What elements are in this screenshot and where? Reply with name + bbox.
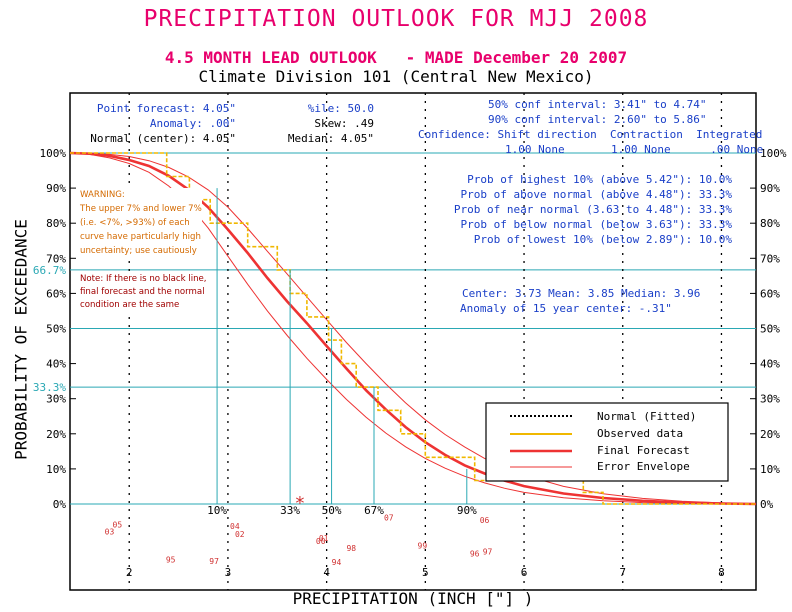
percentile-label: 33%: [280, 504, 300, 517]
x-tick-label: 8: [718, 566, 725, 579]
warning-line: The upper 7% and lower 7%: [80, 204, 202, 214]
prob-lowest-10: Prob of lowest 10% (below 2.89"): 10.0%: [473, 233, 732, 246]
plot-frame: [69, 92, 757, 591]
y-tick-label-right: 60%: [760, 287, 780, 300]
observed-data-line: [70, 152, 756, 505]
y-tick-label: 60%: [46, 287, 66, 300]
year-label: 03: [105, 527, 115, 536]
error-envelope-lower: [69, 152, 757, 505]
year-label: 97: [483, 548, 493, 557]
y-tick-label: 70%: [46, 252, 66, 265]
y-tick-label: 40%: [46, 358, 66, 371]
warning-line: curve have particularly high: [80, 232, 201, 242]
x-tick-label: 4: [323, 566, 330, 579]
note-block: Note: If there is no black line, final f…: [80, 273, 207, 312]
year-label: 94: [332, 558, 342, 567]
x-axis-label: PRECIPITATION (INCH ["] ): [292, 589, 534, 608]
y-tick-label: 90%: [46, 182, 66, 195]
y-tick-label: 100%: [40, 147, 67, 160]
y-tick-label-right: 30%: [760, 393, 780, 406]
error-envelope-upper: [69, 152, 757, 505]
x-tick-label: 7: [619, 566, 626, 579]
y-axis-label: PROBABILITY OF EXCEEDANCE: [11, 219, 31, 460]
conf-interval-90: 90% conf interval: 2.60" to 5.86": [488, 113, 707, 126]
special-y-label: 33.3%: [33, 381, 66, 394]
median: Median: 4.05": [287, 132, 374, 145]
year-label: 04: [230, 522, 240, 531]
percentile: %ile: 50.0: [307, 102, 374, 115]
legend-normal-label: Normal (Fitted): [597, 410, 697, 423]
prob-above-normal: Prob of above normal (above 4.48"): 33.3…: [460, 188, 732, 201]
prob-near-normal: Prob of near normal (3.63 to 4.48"): 33.…: [453, 203, 732, 216]
x-tick-label: 6: [521, 566, 528, 579]
warning-line: uncertainty; use cautiously: [80, 246, 197, 256]
conf-interval-50: 50% conf interval: 3.41" to 4.74": [488, 98, 707, 111]
legend-observed-label: Observed data: [597, 427, 684, 440]
special-y-label: 66.7%: [33, 264, 66, 277]
point-forecast: Point forecast: 4.05": [96, 102, 236, 115]
stats-anomaly: Anomaly of 15 year center: -.31": [460, 302, 672, 315]
confidence-values: 1.00 None 1.00 None .00 None: [505, 143, 764, 156]
year-label: 02: [235, 530, 245, 539]
year-label: 98: [346, 544, 356, 553]
percentile-label: 90%: [457, 504, 477, 517]
stats-center-mean-median: Center: 3.73 Mean: 3.85 Median: 3.96: [462, 287, 701, 300]
y-tick-label-right: 10%: [760, 463, 780, 476]
percentile-label: 67%: [364, 504, 384, 517]
y-tick-label: 20%: [46, 428, 66, 441]
confidence-header: Confidence: Shift direction Contraction …: [418, 128, 763, 141]
year-label: 96: [470, 549, 480, 558]
y-tick-label: 10%: [46, 463, 66, 476]
page-subtitle: 4.5 MONTH LEAD OUTLOOK - MADE December 2…: [164, 48, 628, 67]
y-tick-label-right: 20%: [760, 428, 780, 441]
legend-envelope-label: Error Envelope: [597, 460, 690, 473]
legend: [485, 402, 729, 482]
note-line: final forecast and the normal: [80, 287, 205, 297]
prob-below-normal: Prob of below normal (below 3.63"): 33.3…: [460, 218, 732, 231]
y-tick-label-right: 80%: [760, 217, 780, 230]
y-tick-label-right: 0%: [760, 498, 774, 511]
anomaly: Anomaly: .00": [149, 117, 236, 130]
year-label: 95: [166, 555, 176, 564]
division-label: Climate Division 101 (Central New Mexico…: [198, 67, 594, 86]
y-tick-label-right: 90%: [760, 182, 780, 195]
point-forecast-marker: *: [295, 493, 306, 514]
year-label: 00: [316, 537, 326, 546]
year-label: 01: [319, 534, 329, 543]
skew: Skew: .49: [314, 117, 374, 130]
percentile-label: 10%: [207, 504, 227, 517]
percentile-label: 50%: [322, 504, 342, 517]
y-tick-label-right: 40%: [760, 358, 780, 371]
prob-highest-10: Prob of highest 10% (above 5.42"): 10.0%: [467, 173, 732, 186]
y-tick-label-right: 50%: [760, 323, 780, 336]
year-label: 07: [384, 513, 394, 522]
y-tick-label: 50%: [46, 323, 66, 336]
x-tick-label: 2: [126, 566, 133, 579]
y-tick-label-right: 100%: [760, 147, 787, 160]
y-tick-label: 80%: [46, 217, 66, 230]
normal-center: Normal (center): 4.05": [90, 132, 236, 145]
warning-line: (i.e. <7%, >93%) of each: [80, 218, 190, 228]
x-tick-label: 5: [422, 566, 429, 579]
y-tick-label: 30%: [46, 393, 66, 406]
year-label: 05: [113, 520, 123, 529]
note-line: Note: If there is no black line,: [80, 274, 207, 284]
y-tick-label-right: 70%: [760, 252, 780, 265]
legend-final-label: Final Forecast: [597, 444, 690, 457]
x-tick-label: 3: [225, 566, 232, 579]
page-title: PRECIPITATION OUTLOOK FOR MJJ 2008: [143, 6, 649, 32]
y-tick-label: 0%: [53, 498, 67, 511]
note-line: condition are the same: [80, 300, 180, 310]
year-label: 06: [480, 516, 490, 525]
year-label: 97: [209, 557, 219, 566]
year-label: 99: [418, 542, 428, 551]
warning-line: WARNING:: [80, 190, 125, 200]
warning-block: WARNING: The upper 7% and lower 7% (i.e.…: [80, 188, 202, 258]
